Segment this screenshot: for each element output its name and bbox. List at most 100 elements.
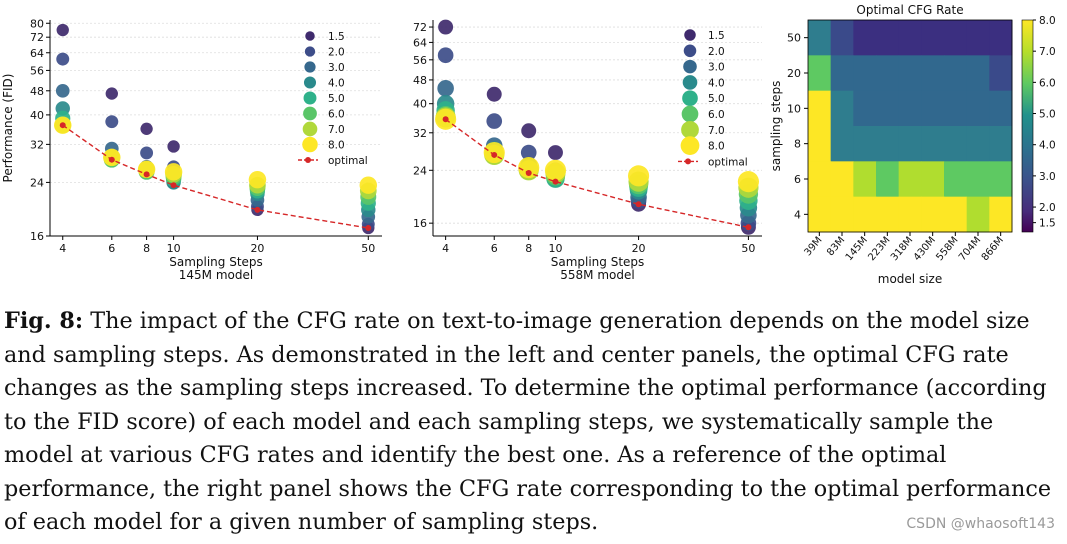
heatmap-cell — [898, 55, 922, 92]
panel-subtitle: 145M model — [179, 268, 253, 282]
optimal-line — [62, 124, 369, 229]
x-tick-label: 430M — [912, 235, 938, 263]
caption-text: The impact of the CFG rate on text-to-im… — [4, 308, 1052, 535]
x-tick-label: 4 — [442, 242, 449, 255]
legend-label: 6.0 — [708, 109, 725, 121]
y-tick-label: 48 — [30, 85, 44, 98]
heatmap-cell — [966, 126, 990, 162]
heatmap-cell — [944, 55, 968, 92]
legend-marker — [683, 44, 697, 58]
data-point — [140, 122, 153, 135]
heatmap-cell — [876, 55, 900, 92]
heatmap-cell — [966, 161, 990, 198]
figure-label: Fig. 8: — [4, 308, 84, 334]
y-tick-label: 64 — [30, 47, 44, 60]
colorbar-tick-label: 2.0 — [1039, 202, 1056, 214]
x-tick-label: 39M — [802, 235, 824, 258]
data-point — [737, 171, 759, 193]
data-point — [105, 87, 118, 100]
legend-marker — [680, 136, 700, 155]
x-tick-label: 866M — [980, 235, 1006, 263]
legend-label: 7.0 — [708, 125, 725, 137]
colorbar-tick-label: 4.0 — [1039, 140, 1056, 152]
y-tick-label: 50 — [787, 32, 801, 45]
heatmap-cell — [830, 161, 854, 198]
heatmap-cell — [944, 126, 968, 162]
watermark: CSDN @whaosoft143 — [906, 516, 1055, 532]
legend-marker — [302, 136, 318, 153]
x-tick-label: 6 — [108, 242, 115, 255]
heatmap-cell — [989, 20, 1013, 56]
legend-marker — [683, 59, 697, 74]
figure-caption: Fig. 8: The impact of the CFG rate on te… — [4, 305, 1064, 540]
optimal-line — [445, 118, 749, 228]
data-point — [437, 80, 454, 97]
optimal-point — [745, 224, 752, 231]
legend-marker — [304, 61, 316, 73]
legend-label: 1.5 — [708, 30, 725, 42]
heatmap-cell — [921, 55, 945, 92]
heatmap-cell — [830, 196, 854, 233]
optimal-point — [143, 171, 150, 178]
heatmap-cell — [989, 55, 1013, 92]
heatmap-cell — [898, 126, 922, 162]
legend-marker — [305, 157, 311, 163]
y-tick-label: 56 — [413, 54, 427, 67]
legend-marker — [682, 75, 698, 90]
x-tick-label: 10 — [167, 242, 181, 255]
y-tick-label: 24 — [30, 176, 44, 189]
data-point — [486, 86, 502, 102]
x-tick-label: 4 — [59, 242, 66, 255]
data-point — [437, 47, 454, 64]
x-tick-label: 8 — [525, 242, 532, 255]
y-tick-label: 48 — [413, 74, 427, 87]
heatmap-cell — [876, 126, 900, 162]
legend-label: 3.0 — [708, 62, 725, 74]
heatmap-cell — [898, 196, 922, 233]
legend-label: 5.0 — [708, 93, 725, 105]
x-tick-label: 50 — [741, 242, 755, 255]
y-tick-label: 8 — [794, 138, 801, 151]
legend-label: 1.5 — [328, 31, 345, 43]
heatmap-cell — [853, 161, 877, 198]
x-axis-label: Sampling Steps — [169, 255, 263, 269]
heatmap-cell — [921, 90, 945, 127]
heatmap-cell — [853, 55, 877, 92]
y-tick-label: 32 — [413, 127, 427, 140]
heatmap-cell — [921, 20, 945, 56]
heatmap-cell — [989, 90, 1013, 127]
y-tick-label: 16 — [30, 230, 44, 243]
colorbar-tick-label: 3.0 — [1039, 171, 1056, 183]
heatmap-cell — [966, 196, 990, 233]
legend-marker — [681, 120, 699, 139]
heatmap-cell — [944, 90, 968, 127]
data-point — [627, 165, 650, 187]
data-point — [438, 19, 454, 35]
heatmap-cell — [944, 161, 968, 198]
legend-marker — [682, 90, 698, 107]
x-tick-label: 6 — [491, 242, 498, 255]
x-tick-label: 20 — [632, 242, 646, 255]
y-tick-label: 20 — [787, 67, 801, 80]
heatmap-cell — [830, 126, 854, 162]
legend-marker — [684, 29, 696, 41]
x-tick-label: 145M — [844, 235, 870, 263]
heatmap-cell — [898, 20, 922, 56]
heatmap-cell — [944, 196, 968, 233]
y-tick-label: 40 — [413, 98, 427, 111]
legend-marker — [685, 158, 691, 165]
data-point — [105, 115, 119, 129]
y-tick-label: 16 — [413, 217, 427, 230]
data-point — [56, 23, 69, 37]
y-tick-label: 6 — [794, 173, 801, 186]
legend-label: 7.0 — [328, 124, 345, 136]
legend-label: 6.0 — [328, 109, 345, 121]
legend-label: 2.0 — [708, 46, 725, 58]
optimal-point — [491, 151, 498, 158]
legend-label: 8.0 — [708, 141, 725, 153]
legend-marker — [302, 121, 318, 137]
data-point — [55, 83, 70, 98]
